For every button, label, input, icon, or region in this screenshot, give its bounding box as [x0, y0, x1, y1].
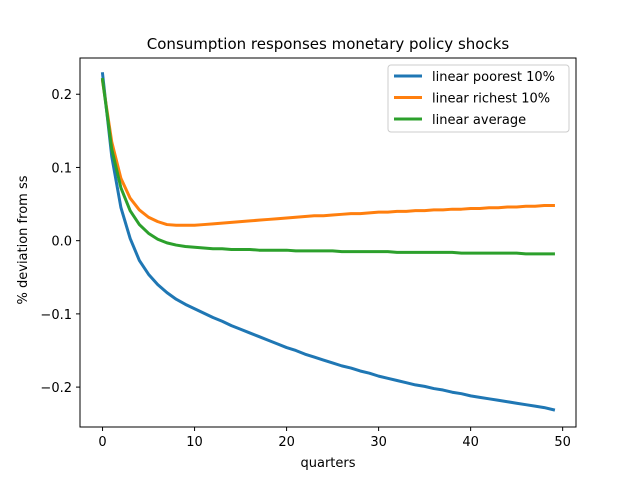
y-tick-label: 0.0: [51, 235, 72, 250]
y-tick-label: −0.1: [40, 308, 72, 323]
y-tick-label: 0.2: [51, 88, 72, 103]
axes-frame: [79, 57, 577, 428]
x-tick-label: 50: [554, 435, 571, 450]
legend-label-1: linear richest 10%: [432, 92, 550, 107]
legend: linear poorest 10% linear richest 10% line…: [387, 64, 570, 133]
series-line-0: [100, 72, 556, 412]
y-tick-label: −0.2: [40, 381, 72, 396]
y-tick-label: 0.1: [51, 161, 72, 176]
x-tick-label: 10: [186, 435, 203, 450]
legend-label-0: linear poorest 10%: [432, 70, 555, 85]
x-tick-label: 0: [98, 435, 106, 450]
legend-label-2: linear average: [432, 113, 526, 128]
axes-group: 0 10 20 30 40 50 −0.2 −0.1 0.0 0.1 0.2: [40, 57, 577, 450]
x-tick-label: 40: [462, 435, 479, 450]
legend-box: [387, 64, 570, 133]
y-axis-label: % deviation from ss: [16, 175, 31, 304]
series-line-2: [100, 77, 555, 256]
x-axis-label: quarters: [300, 456, 355, 471]
x-tick-label: 20: [278, 435, 295, 450]
chart-title: Consumption responses monetary policy sh…: [147, 35, 510, 53]
x-tick-label: 30: [370, 435, 387, 450]
series-line-1: [100, 79, 555, 227]
series-group: [100, 72, 556, 412]
